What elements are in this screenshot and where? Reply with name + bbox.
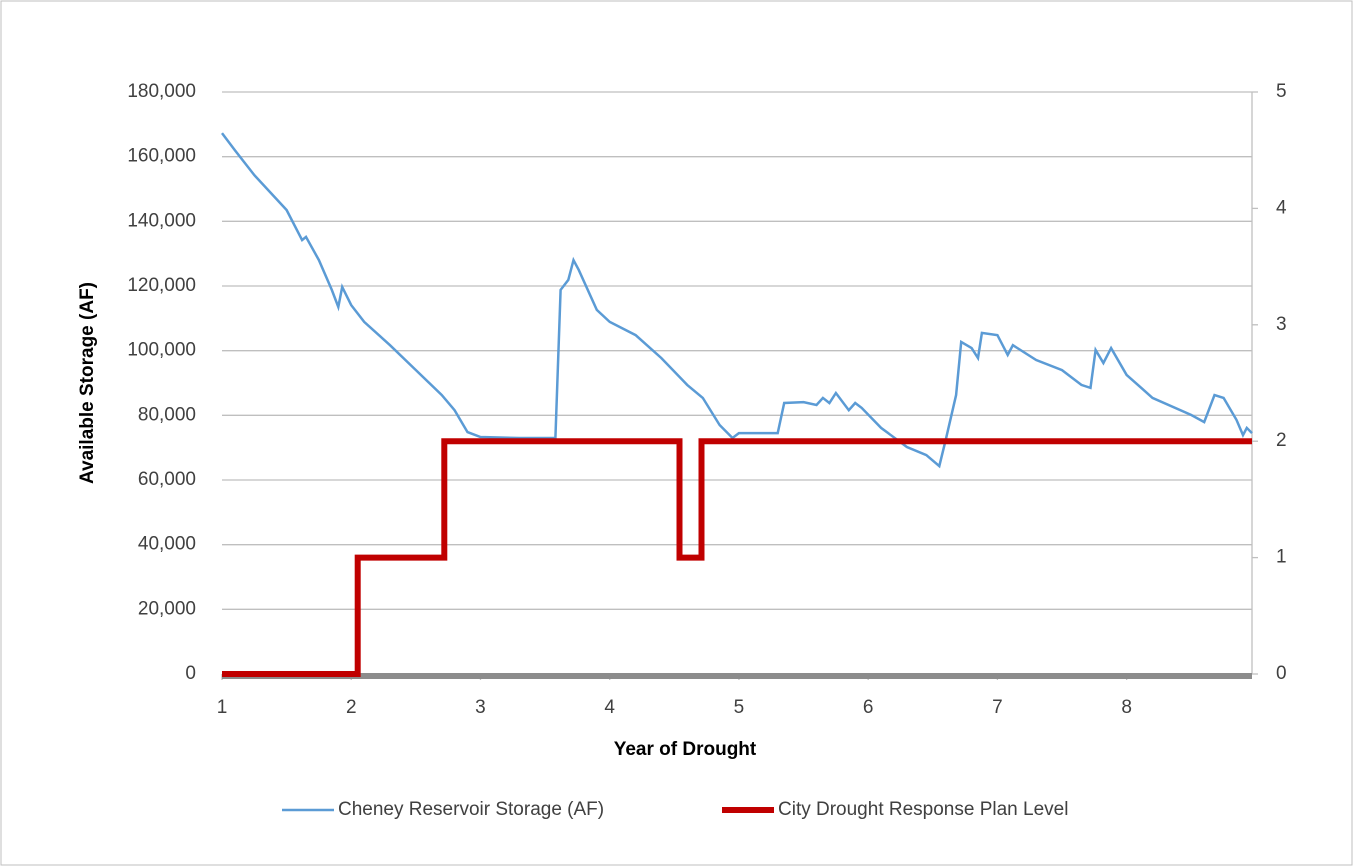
legend-label: City Drought Response Plan Level bbox=[778, 799, 1068, 820]
y-tick-label: 100,000 bbox=[127, 340, 196, 361]
y-tick-label: 140,000 bbox=[127, 210, 196, 231]
y2-tick-label: 0 bbox=[1276, 663, 1287, 684]
y-tick-label: 0 bbox=[185, 663, 196, 684]
y-tick-label: 80,000 bbox=[138, 404, 196, 425]
x-tick-label: 3 bbox=[475, 697, 486, 718]
y-tick-label: 60,000 bbox=[138, 469, 196, 490]
x-axis-title: Year of Drought bbox=[614, 739, 757, 760]
y2-tick-label: 5 bbox=[1276, 81, 1287, 102]
y2-tick-label: 3 bbox=[1276, 314, 1287, 335]
x-tick-label: 6 bbox=[863, 697, 874, 718]
x-tick-label: 2 bbox=[346, 697, 357, 718]
y2-tick-label: 4 bbox=[1276, 197, 1287, 218]
y2-tick-label: 1 bbox=[1276, 547, 1287, 568]
y-tick-label: 160,000 bbox=[127, 146, 196, 167]
x-tick-label: 5 bbox=[734, 697, 745, 718]
y-tick-label: 40,000 bbox=[138, 534, 196, 555]
legend-label: Cheney Reservoir Storage (AF) bbox=[338, 799, 604, 820]
y-tick-label: 120,000 bbox=[127, 275, 196, 296]
y-tick-label: 180,000 bbox=[127, 81, 196, 102]
x-tick-label: 1 bbox=[217, 697, 228, 718]
x-tick-label: 8 bbox=[1121, 697, 1132, 718]
data-line bbox=[222, 438, 1252, 677]
y-tick-label: 20,000 bbox=[138, 598, 196, 619]
y-axis-title: Available Storage (AF) bbox=[77, 282, 98, 484]
x-tick-label: 7 bbox=[992, 697, 1003, 718]
x-tick-label: 4 bbox=[604, 697, 615, 718]
data-line bbox=[221, 132, 1253, 469]
y2-tick-label: 2 bbox=[1276, 430, 1287, 451]
